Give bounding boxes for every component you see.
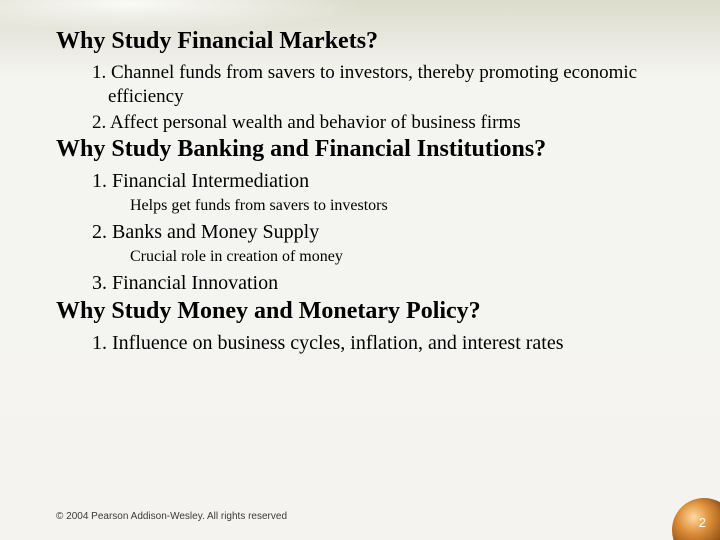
slide: Why Study Financial Markets? 1. Channel … — [0, 0, 720, 540]
heading-money-monetary-policy: Why Study Money and Monetary Policy? — [56, 298, 680, 325]
corner-orb — [660, 496, 720, 540]
list-subitem: Helps get funds from savers to investors — [130, 196, 680, 216]
list-item: 2. Banks and Money Supply — [92, 220, 680, 245]
list-item: 1. Influence on business cycles, inflati… — [92, 331, 680, 356]
list-item: 1. Financial Intermediation — [92, 169, 680, 194]
heading-banking-institutions: Why Study Banking and Financial Institut… — [56, 136, 680, 163]
section-financial-markets: 1. Channel funds from savers to investor… — [56, 61, 680, 134]
heading-financial-markets: Why Study Financial Markets? — [56, 28, 680, 55]
section-banking-institutions: 1. Financial Intermediation Helps get fu… — [56, 169, 680, 296]
copyright-text: © 2004 Pearson Addison-Wesley. All right… — [56, 511, 287, 522]
orb-ball — [672, 498, 720, 540]
list-item: 3. Financial Innovation — [92, 271, 680, 296]
top-gloss — [0, 0, 380, 28]
page-number: 2 — [699, 515, 706, 530]
list-item: 2. Affect personal wealth and behavior o… — [92, 111, 680, 135]
slide-content: Why Study Financial Markets? 1. Channel … — [56, 28, 680, 358]
section-money-monetary-policy: 1. Influence on business cycles, inflati… — [56, 331, 680, 356]
list-subitem: Crucial role in creation of money — [130, 247, 680, 267]
list-item: 1. Channel funds from savers to investor… — [92, 61, 680, 109]
